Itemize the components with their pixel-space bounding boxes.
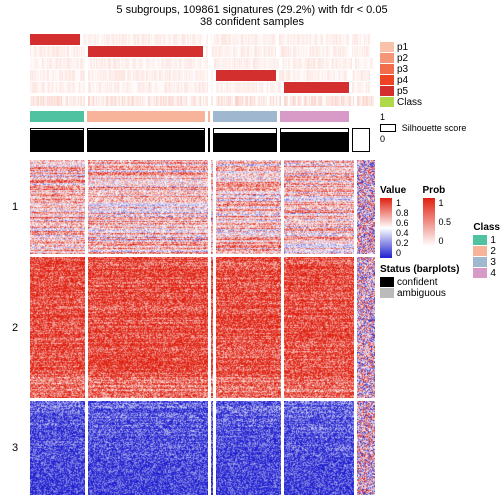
- class-swatch: Class: [380, 97, 500, 108]
- heatmap-panel: 123: [30, 34, 370, 495]
- legend-class: Class 1234: [473, 222, 500, 279]
- p-swatch: p5: [380, 86, 500, 97]
- legend-prob: Prob 10.50: [423, 185, 452, 258]
- legend-value: Value 10.80.60.40.20: [380, 185, 409, 258]
- chart-subtitle: 38 confident samples: [0, 16, 504, 28]
- p-swatch: p1: [380, 42, 500, 53]
- rowgroup-label: 3: [12, 442, 18, 454]
- rowgroup-label: 1: [12, 201, 18, 213]
- chart-title: 5 subgroups, 109861 signatures (29.2%) w…: [0, 0, 504, 16]
- p-swatch: p2: [380, 53, 500, 64]
- rowgroup-label: 2: [12, 322, 18, 334]
- p-swatch: p3: [380, 64, 500, 75]
- sil-axis: 1 Silhouette score 0: [380, 112, 500, 145]
- p-swatch: p4: [380, 75, 500, 86]
- legend-panel: p1p2p3p4p5Class 1 Silhouette score 0 Val…: [380, 42, 500, 305]
